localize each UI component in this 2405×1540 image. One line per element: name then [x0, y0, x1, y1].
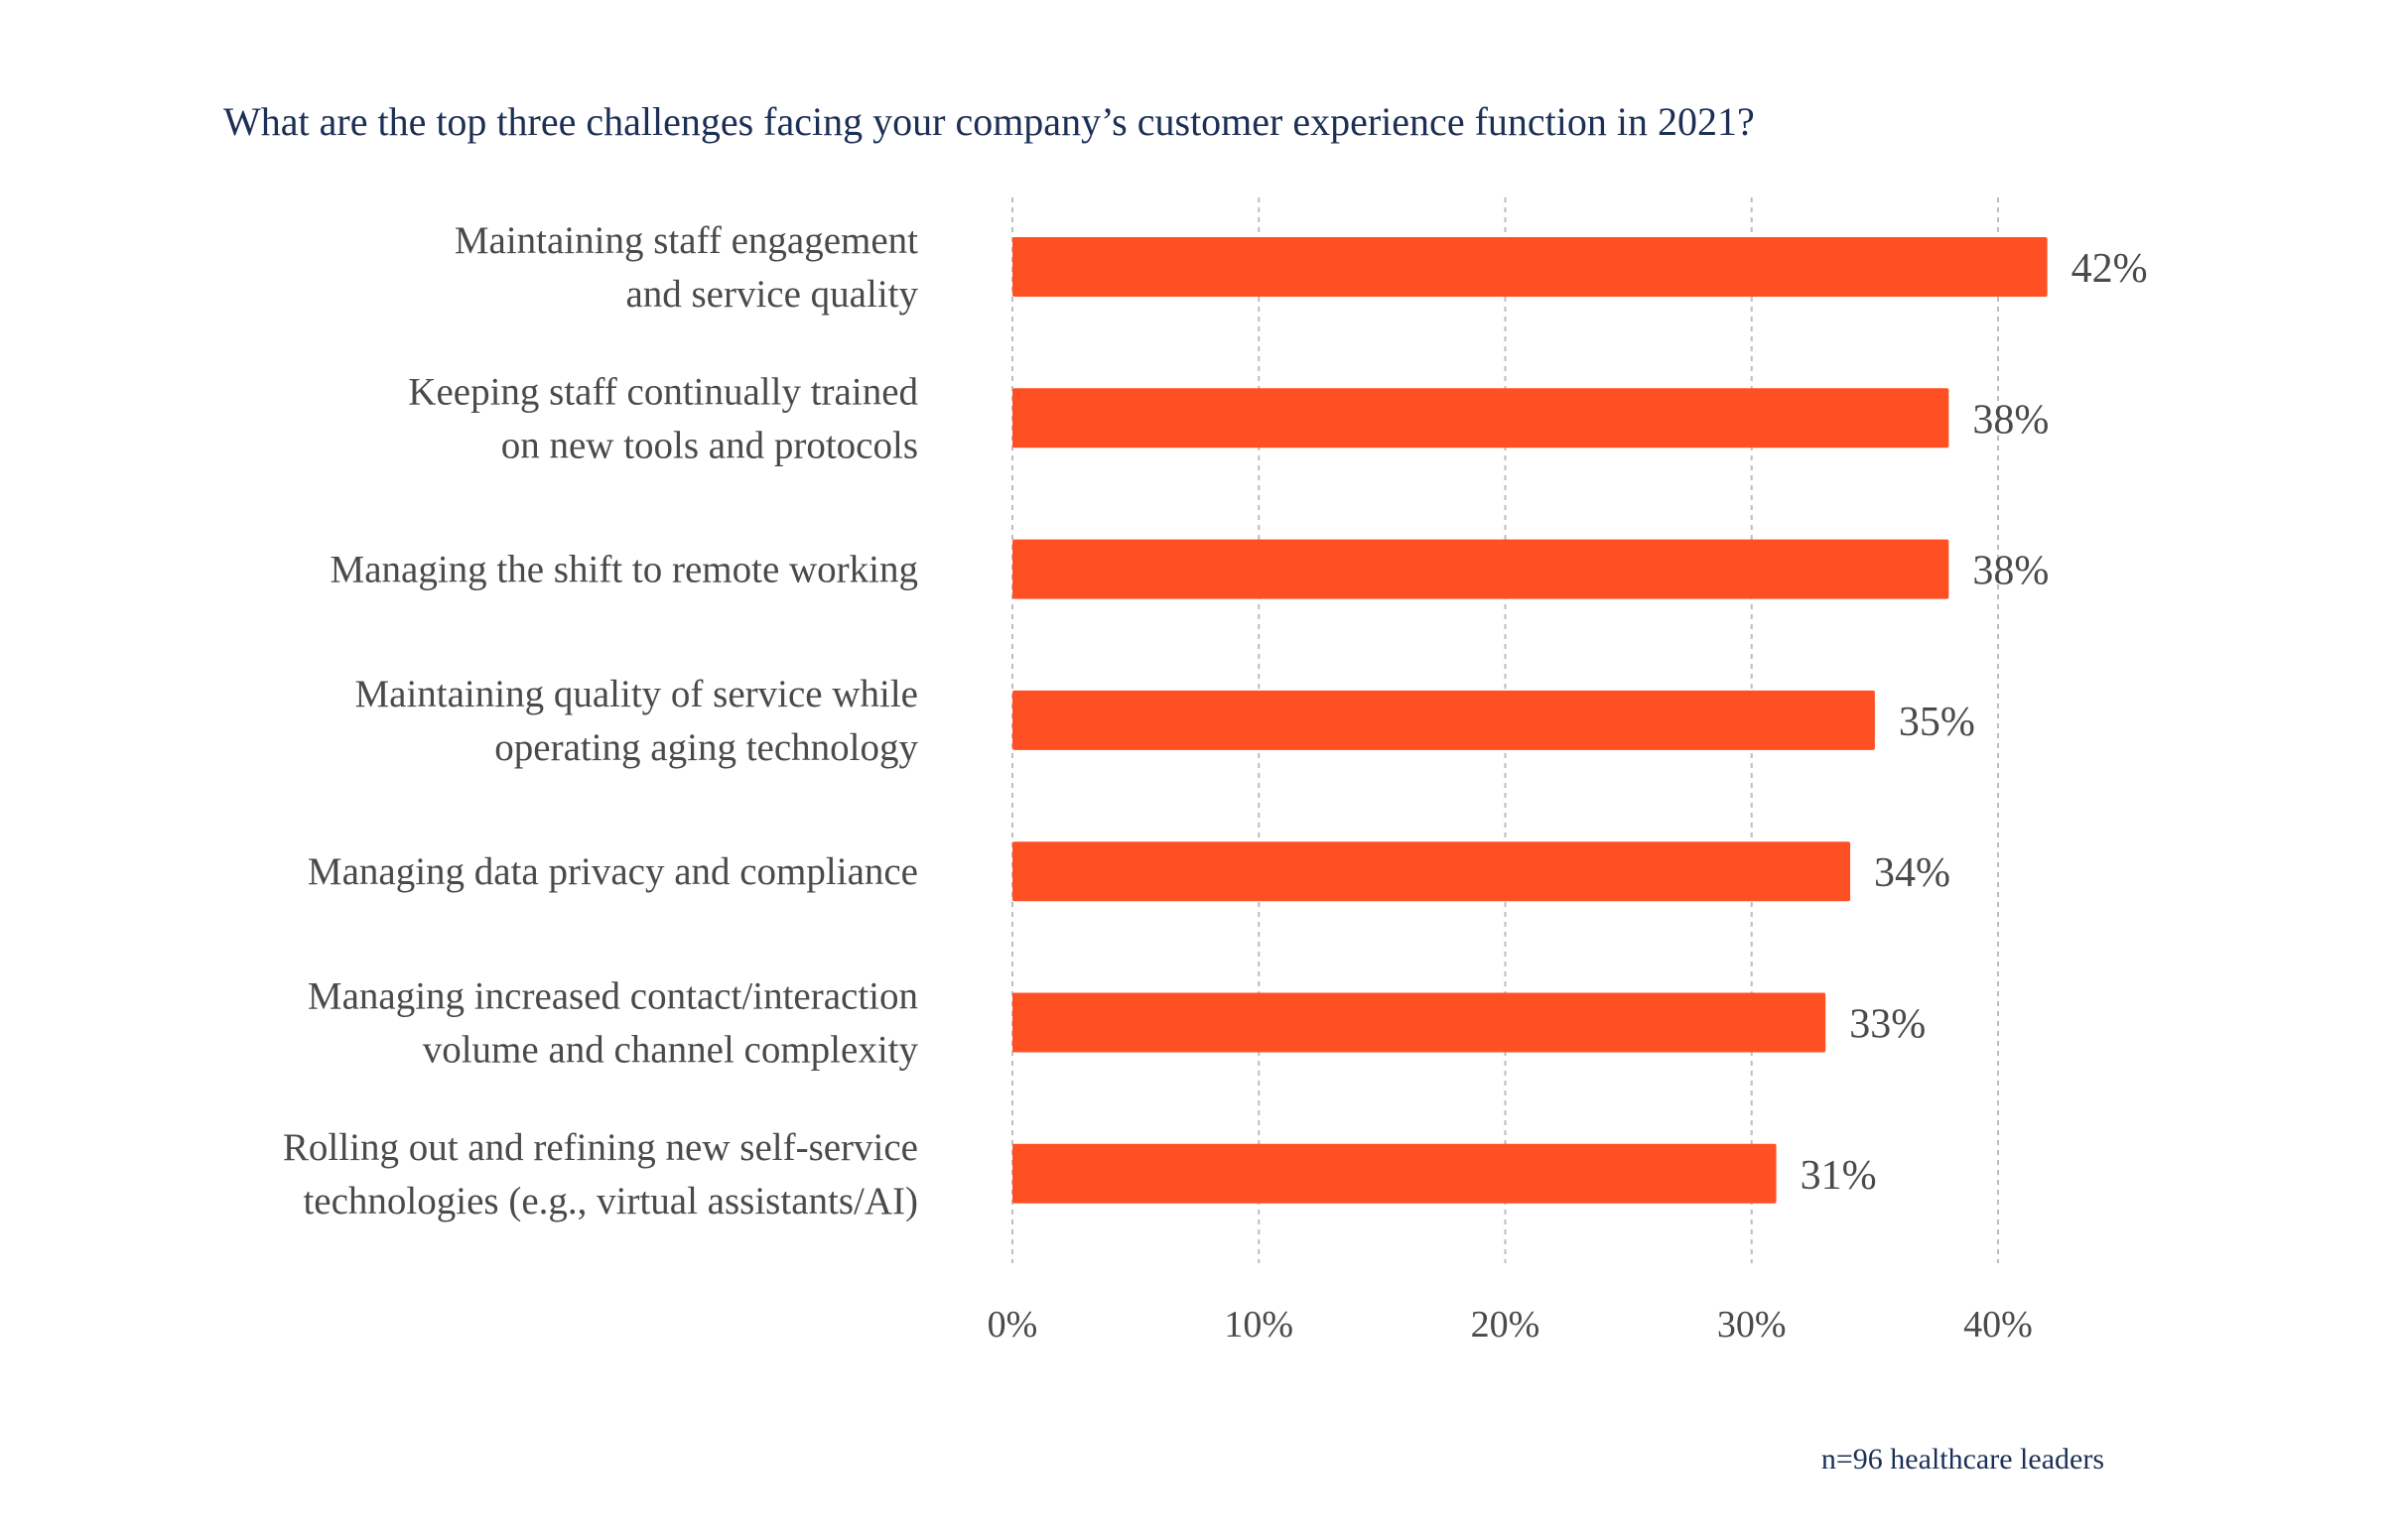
data-label: 35% — [1899, 700, 1975, 745]
category-label: Managing increased contact/interaction — [308, 975, 918, 1018]
data-label: 38% — [1972, 397, 2049, 443]
category-label: Maintaining quality of service while — [354, 673, 918, 715]
data-label: 31% — [1801, 1153, 1877, 1199]
category-label: Maintaining staff engagement — [455, 219, 918, 262]
category-label: and service quality — [625, 273, 918, 316]
category-label: Managing data privacy and compliance — [308, 850, 918, 893]
data-label: 42% — [2071, 246, 2148, 292]
bar — [1012, 539, 1949, 599]
data-label: 34% — [1874, 850, 1950, 896]
bar — [1012, 690, 1875, 750]
x-axis-ticks: 0% 10% 20% 30% 40% — [988, 1304, 2033, 1346]
category-label: on new tools and protocols — [501, 424, 918, 466]
data-label: 33% — [1849, 1002, 1926, 1048]
bars: 42% 38% 38% 35% 34% 33% 31% — [1012, 237, 2148, 1204]
bar — [1012, 388, 1949, 449]
category-label: volume and channel complexity — [423, 1029, 919, 1072]
x-tick-label: 40% — [1963, 1304, 2033, 1346]
footnote: n=96 healthcare leaders — [1821, 1443, 2104, 1476]
x-tick-label: 10% — [1224, 1304, 1293, 1346]
x-tick-label: 20% — [1471, 1304, 1540, 1346]
category-label: technologies (e.g., virtual assistants/A… — [303, 1180, 918, 1222]
category-labels: Maintaining staff engagement and service … — [283, 219, 919, 1222]
bar — [1012, 1143, 1777, 1204]
gridlines — [1011, 197, 1999, 1263]
bar — [1012, 992, 1826, 1053]
bar — [1012, 237, 2048, 297]
data-label: 38% — [1972, 549, 2049, 594]
x-tick-label: 0% — [988, 1304, 1038, 1346]
category-label: Rolling out and refining new self-servic… — [283, 1126, 918, 1169]
x-tick-label: 30% — [1717, 1304, 1787, 1346]
category-label: Keeping staff continually trained — [408, 370, 918, 413]
category-label: operating aging technology — [494, 726, 918, 769]
category-label: Managing the shift to remote working — [331, 549, 918, 591]
bar — [1012, 841, 1851, 902]
chart-title: What are the top three challenges facing… — [223, 99, 1755, 144]
